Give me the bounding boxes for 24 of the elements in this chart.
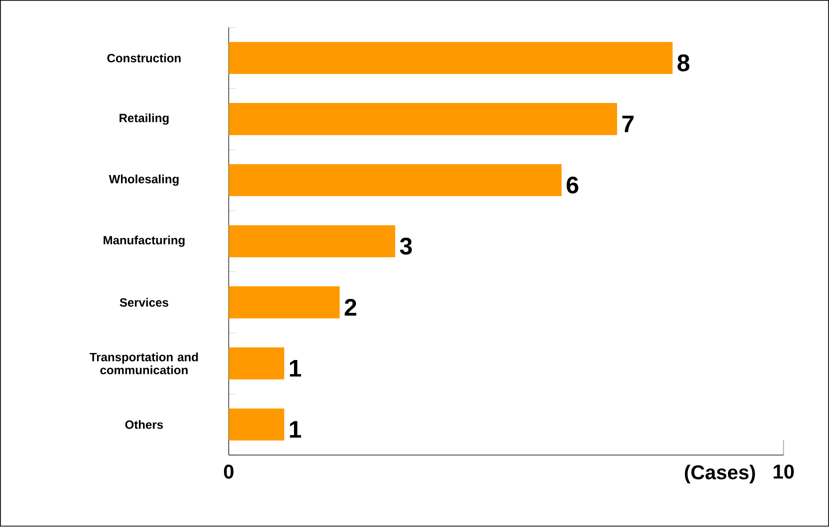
x-tick-label: 0 [224, 464, 234, 479]
y-tick-label: Construction [107, 54, 181, 63]
data-label: 7 [622, 116, 634, 132]
y-tick-label: Transportation and communication [90, 352, 198, 375]
bar [228, 225, 396, 258]
bar [228, 286, 340, 319]
y-tick-label: Manufacturing [104, 236, 185, 248]
data-label: 2 [344, 299, 356, 316]
y-tick-label: Retailing [120, 114, 169, 125]
data-label: 1 [290, 360, 302, 377]
bar [228, 42, 673, 74]
y-tick-label: Services [120, 298, 168, 307]
data-label: 6 [566, 176, 578, 194]
x-axis-title: (Cases) [684, 464, 755, 484]
bar [228, 164, 562, 196]
data-label: 1 [290, 421, 302, 438]
data-label: 3 [400, 238, 412, 255]
data-label: 8 [678, 54, 690, 72]
bar [228, 408, 284, 441]
bar [228, 348, 284, 380]
y-tick-label: Wholesaling [108, 174, 179, 186]
y-tick-label: Others [125, 420, 163, 430]
bar [228, 103, 618, 136]
x-tick-label: 10 [774, 464, 794, 479]
